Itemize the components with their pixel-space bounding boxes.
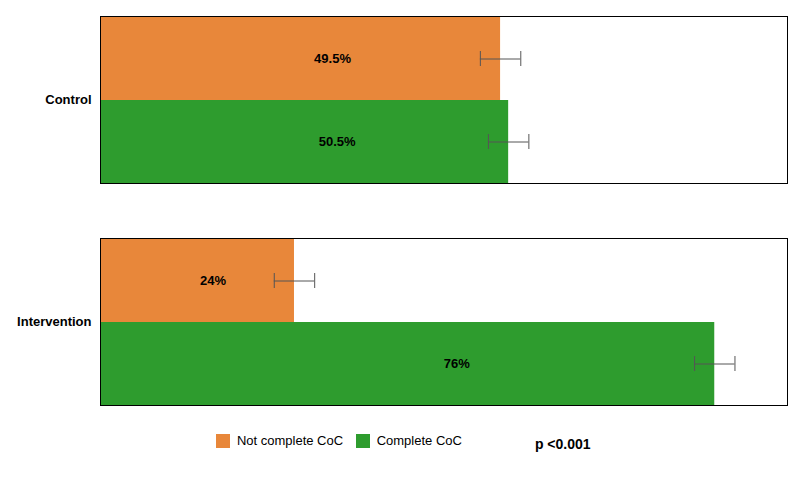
svg-text:Control: Control [45,92,91,107]
svg-text:50.5%: 50.5% [319,134,356,149]
html-text:Complete CoC: Complete CoC [376,433,462,448]
svg-text:49.5%: 49.5% [314,51,351,66]
svg-text:24%: 24% [200,273,226,288]
svg-text:76%: 76% [444,356,470,371]
html-text:p <0.001: p <0.001 [534,435,591,452]
svg-text:Intervention: Intervention [17,314,91,329]
html-text:Not complete CoC: Not complete CoC [236,433,344,448]
